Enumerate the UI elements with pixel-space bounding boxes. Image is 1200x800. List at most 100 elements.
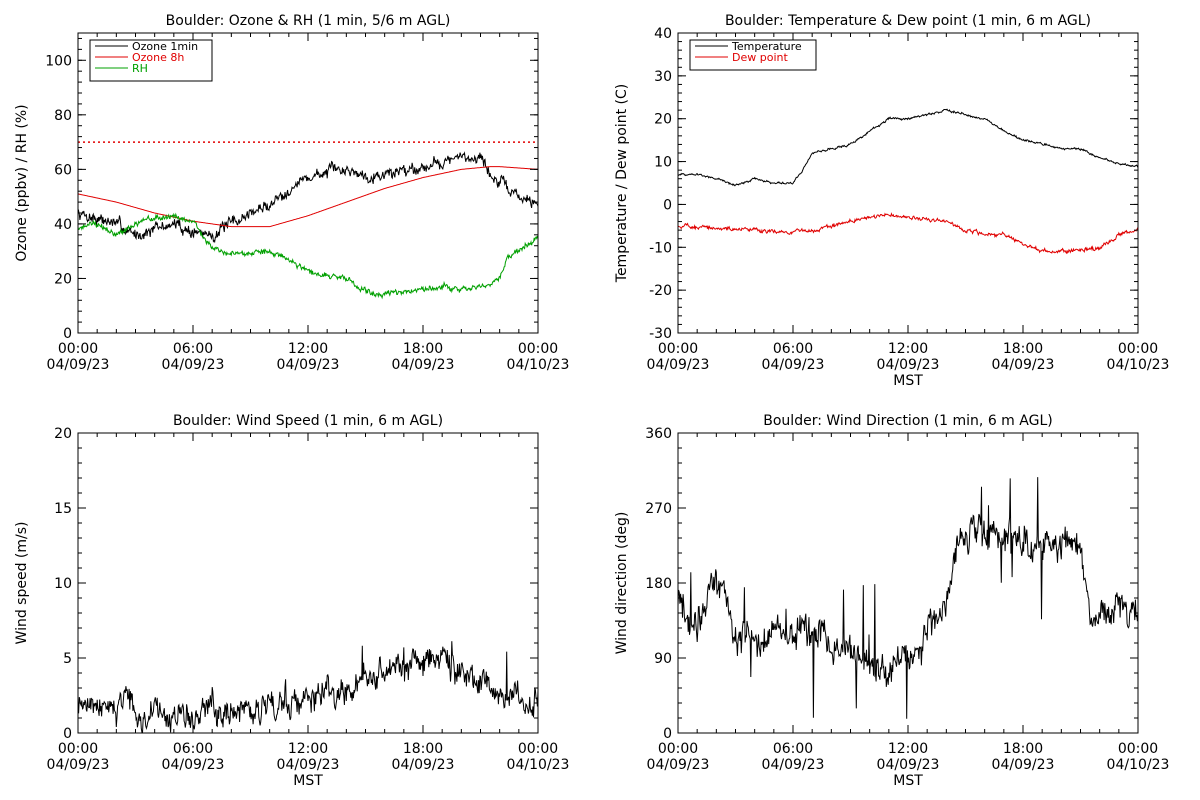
x-axis-label: MST: [893, 373, 923, 389]
series-line-1: [78, 641, 538, 733]
y-tick-label: -10: [649, 240, 672, 256]
series-line-2: [678, 212, 1138, 255]
wind-direction-panel: Boulder: Wind Direction (1 min, 6 m AGL)…: [614, 413, 1169, 789]
x-tick-label-date: 04/09/23: [392, 357, 455, 373]
x-tick-label-date: 04/10/23: [1107, 757, 1170, 773]
x-tick-label-time: 12:00: [888, 741, 928, 757]
x-tick-label-time: 18:00: [403, 741, 443, 757]
x-tick-label-date: 04/09/23: [992, 357, 1055, 373]
x-tick-label-time: 00:00: [1118, 341, 1158, 357]
x-tick-label-time: 06:00: [173, 741, 213, 757]
plot-area: [78, 641, 538, 733]
y-tick-label: 0: [663, 197, 672, 213]
y-tick-label: 0: [63, 726, 72, 742]
x-tick-label-time: 18:00: [1003, 341, 1043, 357]
x-tick-label-time: 12:00: [288, 341, 328, 357]
y-axis-label: Wind speed (m/s): [14, 522, 30, 645]
x-tick-label-time: 00:00: [518, 341, 558, 357]
x-tick-label-time: 00:00: [58, 741, 98, 757]
x-tick-label-time: 18:00: [1003, 741, 1043, 757]
chart-title: Boulder: Wind Speed (1 min, 6 m AGL): [173, 413, 443, 429]
plot-frame: [77, 432, 539, 734]
y-tick-label: 5: [63, 651, 72, 667]
y-axis-label: Wind direction (deg): [614, 512, 630, 655]
y-axis-label: Ozone (ppbv) / RH (%): [14, 104, 30, 261]
legend-label: Ozone 8h: [132, 51, 184, 64]
x-tick-label-date: 04/09/23: [162, 757, 225, 773]
x-tick-label-date: 04/09/23: [47, 757, 110, 773]
y-tick-label: 40: [54, 217, 72, 233]
x-tick-label-date: 04/10/23: [507, 757, 570, 773]
x-tick-label-date: 04/10/23: [507, 357, 570, 373]
x-tick-label-date: 04/09/23: [277, 757, 340, 773]
x-tick-label-time: 06:00: [773, 341, 813, 357]
y-tick-label: 15: [54, 501, 72, 517]
plot-frame: [677, 32, 1139, 334]
x-axis-label: MST: [893, 773, 923, 789]
series-line-2: [78, 166, 538, 228]
legend-box: [89, 39, 213, 82]
x-tick-label-time: 12:00: [288, 741, 328, 757]
legend-label: RH: [132, 62, 148, 75]
series-line-1: [78, 151, 538, 244]
series-line-1: [678, 108, 1138, 187]
y-axis-label: Temperature / Dew point (C): [614, 84, 630, 283]
x-tick-label-time: 00:00: [658, 741, 698, 757]
x-tick-label-date: 04/09/23: [647, 357, 710, 373]
x-tick-label-date: 04/09/23: [762, 757, 825, 773]
x-tick-label-date: 04/09/23: [877, 757, 940, 773]
x-tick-label-date: 04/09/23: [392, 757, 455, 773]
legend-box: [689, 39, 817, 71]
y-tick-label: 40: [654, 26, 672, 42]
y-tick-label: 100: [45, 53, 72, 69]
temperature-dewpoint-panel: Boulder: Temperature & Dew point (1 min,…: [614, 13, 1169, 389]
x-tick-label-time: 18:00: [403, 341, 443, 357]
y-tick-label: 180: [645, 576, 672, 592]
series-line-3: [78, 212, 538, 300]
x-tick-label-date: 04/09/23: [877, 357, 940, 373]
x-axis-label: MST: [293, 773, 323, 789]
x-tick-label-time: 00:00: [58, 341, 98, 357]
y-tick-label: 0: [63, 326, 72, 342]
plot-area: [678, 477, 1138, 719]
y-tick-label: -30: [649, 326, 672, 342]
x-tick-label-date: 04/09/23: [762, 357, 825, 373]
y-tick-label: 90: [654, 651, 672, 667]
x-tick-label-time: 06:00: [173, 341, 213, 357]
y-tick-label: 20: [654, 112, 672, 128]
series-line-1: [678, 477, 1138, 719]
x-tick-label-time: 00:00: [658, 341, 698, 357]
x-tick-label-time: 06:00: [773, 741, 813, 757]
y-tick-label: 360: [645, 426, 672, 442]
chart-title: Boulder: Wind Direction (1 min, 6 m AGL): [763, 413, 1052, 429]
x-tick-label-date: 04/09/23: [277, 357, 340, 373]
x-tick-label-date: 04/09/23: [47, 357, 110, 373]
chart-title: Boulder: Ozone & RH (1 min, 5/6 m AGL): [166, 13, 451, 29]
x-tick-label-time: 00:00: [1118, 741, 1158, 757]
ozone-rh-panel: Boulder: Ozone & RH (1 min, 5/6 m AGL) 0 2…: [14, 13, 569, 373]
y-tick-label: 10: [54, 576, 72, 592]
y-tick-label: -20: [649, 283, 672, 299]
chart-title: Boulder: Temperature & Dew point (1 min,…: [725, 13, 1091, 29]
x-tick-label-time: 12:00: [888, 341, 928, 357]
y-tick-label: 10: [654, 155, 672, 171]
legend-label: Ozone 1min: [132, 40, 198, 53]
y-tick-label: 0: [663, 726, 672, 742]
y-tick-label: 20: [54, 271, 72, 287]
y-tick-label: 30: [654, 69, 672, 85]
plot-frame: [677, 432, 1139, 734]
x-tick-label-date: 04/09/23: [162, 357, 225, 373]
y-tick-label: 60: [54, 162, 72, 178]
x-tick-label-time: 00:00: [518, 741, 558, 757]
plot-area: [678, 108, 1138, 255]
plot-area: [78, 151, 538, 300]
x-tick-label-date: 04/09/23: [647, 757, 710, 773]
y-tick-label: 20: [54, 426, 72, 442]
x-tick-label-date: 04/09/23: [992, 757, 1055, 773]
y-tick-label: 270: [645, 501, 672, 517]
legend-label: Dew point: [732, 51, 788, 64]
wind-speed-panel: Boulder: Wind Speed (1 min, 6 m AGL) 0 5 10…: [14, 413, 569, 789]
legend-label: Temperature: [731, 40, 802, 53]
y-tick-label: 80: [54, 108, 72, 124]
